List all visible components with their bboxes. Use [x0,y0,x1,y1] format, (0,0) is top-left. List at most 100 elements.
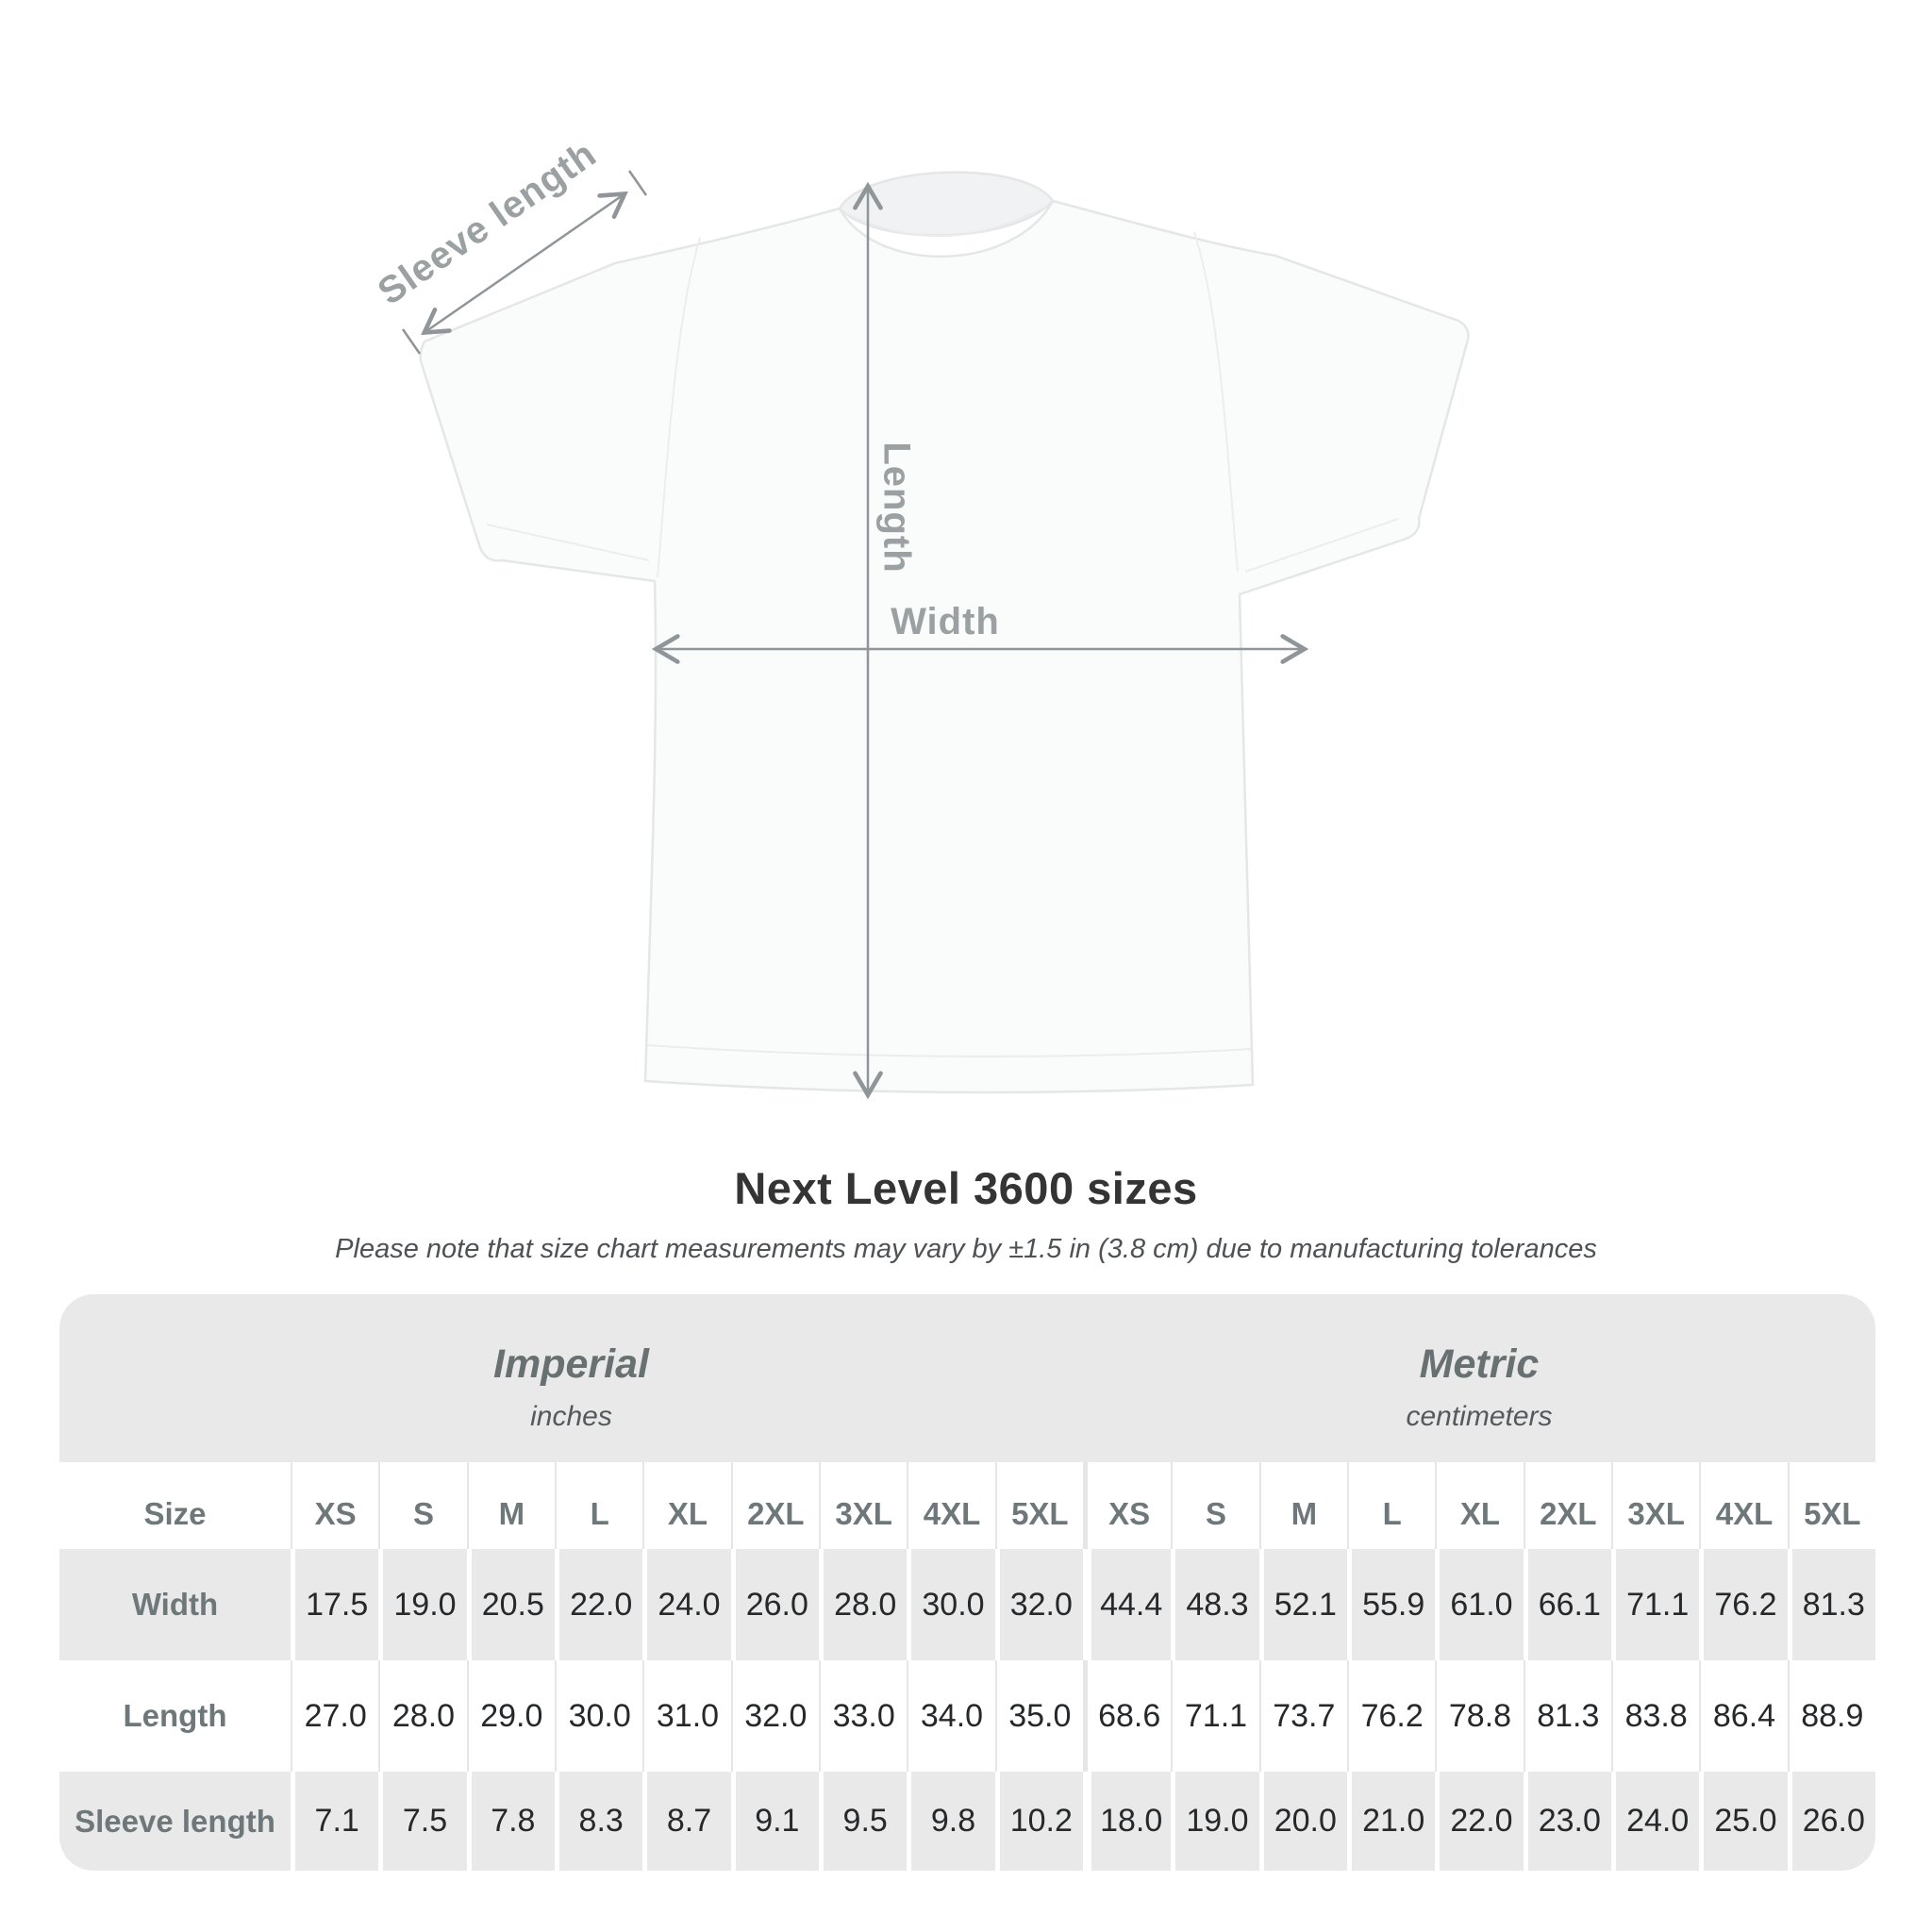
value-cell: 34.0 [907,1660,994,1772]
size-col-header: L [555,1462,642,1549]
value-cell: 61.0 [1435,1549,1523,1660]
value-cell: 71.1 [1171,1660,1258,1772]
tshirt-hem-stitch [646,1044,1252,1058]
value-cell: 9.5 [819,1772,907,1871]
size-col-header: M [1258,1462,1347,1549]
value-cell: 19.0 [1171,1772,1258,1871]
size-col-header: 5XL [1787,1462,1875,1549]
value-cell: 7.5 [378,1772,466,1871]
value-cell: 83.8 [1611,1660,1699,1772]
metric-title: Metric [1419,1341,1540,1387]
value-cell: 7.8 [466,1772,555,1871]
value-cell: 17.5 [291,1549,378,1660]
metric-subtitle: centimeters [1406,1401,1553,1432]
value-cell: 19.0 [378,1549,466,1660]
unit-header-imperial: Imperial inches [59,1294,1083,1462]
table-row-length: Length 27.0 28.0 29.0 30.0 31.0 32.0 33.… [59,1660,1875,1772]
value-cell: 48.3 [1171,1549,1258,1660]
value-cell: 52.1 [1258,1549,1347,1660]
size-table: Imperial inches Metric centimeters Size … [59,1294,1875,1871]
size-col-header: 5XL [994,1462,1083,1549]
size-col-header: XL [1435,1462,1523,1549]
value-cell: 25.0 [1699,1772,1787,1871]
tshirt-outline [419,199,1470,1094]
table-row-sleeve-length: Sleeve length 7.1 7.5 7.8 8.3 8.7 9.1 9.… [59,1772,1875,1871]
size-col-header: 4XL [1699,1462,1787,1549]
value-cell: 32.0 [994,1549,1083,1660]
value-cell: 10.2 [994,1772,1083,1871]
value-cell: 32.0 [730,1660,819,1772]
value-cell: 20.5 [466,1549,555,1660]
row-label-sleeve-length: Sleeve length [75,1803,275,1839]
imperial-subtitle: inches [530,1401,612,1432]
value-cell: 30.0 [555,1660,642,1772]
tshirt-cuff-stitch-right [1244,518,1399,573]
size-col-header: 2XL [730,1462,819,1549]
size-col-header: XL [642,1462,730,1549]
length-label: Length [875,441,917,573]
value-cell: 33.0 [819,1660,907,1772]
size-col-header: S [1171,1462,1258,1549]
value-cell: 21.0 [1347,1772,1435,1871]
size-col-header: M [466,1462,555,1549]
tshirt-seam-left [657,237,701,578]
row-label-length: Length [123,1698,227,1733]
value-cell: 73.7 [1258,1660,1347,1772]
value-cell: 35.0 [994,1660,1083,1772]
tshirt-cuff-stitch-left [486,524,650,561]
value-cell: 24.0 [642,1549,730,1660]
table-row-width: Width 17.5 19.0 20.5 22.0 24.0 26.0 28.0… [59,1549,1875,1660]
value-cell: 78.8 [1435,1660,1523,1772]
value-cell: 29.0 [466,1660,555,1772]
size-tolerance-note: Please note that size chart measurements… [335,1234,1597,1264]
unit-header-metric: Metric centimeters [1083,1294,1875,1462]
value-cell: 22.0 [1435,1772,1523,1871]
sleeve-arrow-tick-bottom [401,328,422,355]
row-label-width: Width [131,1587,219,1622]
value-cell: 8.7 [642,1772,730,1871]
size-col-header: 3XL [819,1462,907,1549]
tshirt-diagram: Sleeve length Length Width [371,133,1470,1179]
value-cell: 30.0 [907,1549,994,1660]
sleeve-arrow-tick-top [627,170,648,196]
value-cell: 66.1 [1523,1549,1611,1660]
size-col-header: L [1347,1462,1435,1549]
value-cell: 55.9 [1347,1549,1435,1660]
value-cell: 9.1 [730,1772,819,1871]
value-cell: 22.0 [555,1549,642,1660]
size-header-cell: Size [143,1496,207,1531]
value-cell: 9.8 [907,1772,994,1871]
value-cell: 20.0 [1258,1772,1347,1871]
value-cell: 27.0 [291,1660,378,1772]
value-cell: 26.0 [1787,1772,1875,1871]
value-cell: 71.1 [1611,1549,1699,1660]
value-cell: 81.3 [1787,1549,1875,1660]
sleeve-length-arrow [401,170,648,355]
value-cell: 23.0 [1523,1772,1611,1871]
size-col-header: 4XL [907,1462,994,1549]
width-label: Width [891,601,1000,642]
value-cell: 76.2 [1699,1549,1787,1660]
value-cell: 88.9 [1787,1660,1875,1772]
value-cell: 86.4 [1699,1660,1787,1772]
value-cell: 8.3 [555,1772,642,1871]
value-cell: 26.0 [730,1549,819,1660]
value-cell: 81.3 [1523,1660,1611,1772]
page-title: Next Level 3600 sizes [734,1163,1198,1213]
value-cell: 31.0 [642,1660,730,1772]
value-cell: 44.4 [1083,1549,1171,1660]
size-col-header: XS [291,1462,378,1549]
value-cell: 18.0 [1083,1772,1171,1871]
value-cell: 24.0 [1611,1772,1699,1871]
value-cell: 68.6 [1083,1660,1171,1772]
size-col-header: XS [1083,1462,1171,1549]
tshirt-collar [838,171,1055,237]
size-col-header: S [378,1462,466,1549]
size-col-header: 2XL [1523,1462,1611,1549]
tshirt-seam-right [1193,231,1239,573]
value-cell: 28.0 [819,1549,907,1660]
imperial-title: Imperial [493,1341,649,1387]
unit-header-band: Imperial inches Metric centimeters [59,1294,1875,1462]
size-col-header: 3XL [1611,1462,1699,1549]
size-header-row: Size XS S M L XL 2XL 3XL 4XL 5XL XS S M … [59,1462,1875,1549]
